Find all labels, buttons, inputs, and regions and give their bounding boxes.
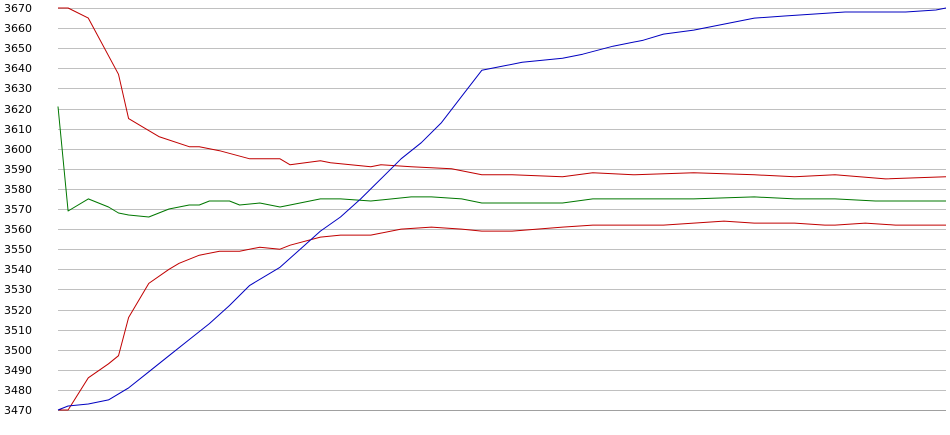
y-tick-label: 3640 xyxy=(4,62,32,75)
y-tick-label: 3510 xyxy=(4,324,32,337)
y-tick-label: 3590 xyxy=(4,163,32,176)
y-tick-label: 3650 xyxy=(4,42,32,55)
y-tick-label: 3580 xyxy=(4,183,32,196)
y-tick-label: 3610 xyxy=(4,123,32,136)
series-1 xyxy=(58,7,947,180)
y-tick-label: 3490 xyxy=(4,364,32,377)
series-4 xyxy=(57,7,947,411)
y-tick-label: 3500 xyxy=(4,344,32,357)
y-tick-label: 3550 xyxy=(4,243,32,256)
series-2 xyxy=(57,106,946,218)
series-line-2 xyxy=(57,106,946,218)
y-tick-label: 3470 xyxy=(4,404,32,417)
y-tick-label: 3660 xyxy=(4,22,32,35)
y-tick-label: 3560 xyxy=(4,223,32,236)
y-tick-label: 3480 xyxy=(4,384,32,397)
series-3 xyxy=(58,220,946,411)
y-tick-label: 3600 xyxy=(4,143,32,156)
y-tick-label: 3570 xyxy=(4,203,32,216)
series-line-4 xyxy=(57,7,947,411)
series-line-3 xyxy=(58,220,946,411)
y-tick-label: 3520 xyxy=(4,304,32,317)
series-layer xyxy=(57,7,947,411)
y-tick-label: 3530 xyxy=(4,283,32,296)
y-tick-labels: 3470 3480 3490 3500 3510 3520 3530 3540 3550 3560… xyxy=(4,2,32,417)
y-tick-label: 3630 xyxy=(4,82,32,95)
y-tick-label: 3620 xyxy=(4,103,32,116)
y-tick-label: 3540 xyxy=(4,263,32,276)
y-tick-label: 3670 xyxy=(4,2,32,15)
series-line-1 xyxy=(58,7,947,180)
grid-layer xyxy=(58,8,946,411)
